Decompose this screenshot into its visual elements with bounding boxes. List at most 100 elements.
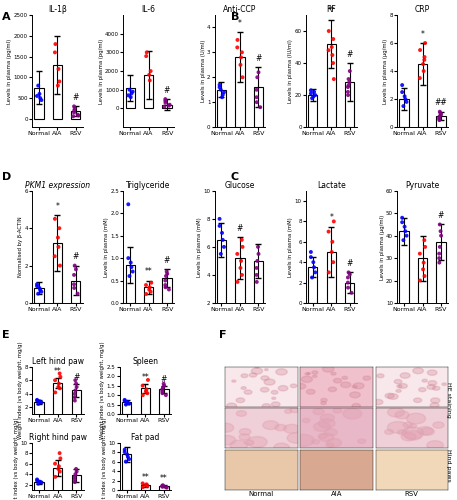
Bar bbox=[217, 240, 226, 331]
Point bbox=[437, 110, 445, 118]
Circle shape bbox=[352, 404, 361, 408]
Circle shape bbox=[398, 430, 407, 434]
Point bbox=[143, 482, 151, 490]
Circle shape bbox=[276, 368, 287, 375]
Bar bbox=[418, 258, 427, 326]
Point bbox=[329, 59, 337, 67]
Point bbox=[125, 254, 132, 262]
Point bbox=[57, 454, 64, 462]
Bar bbox=[308, 95, 317, 127]
Bar bbox=[122, 454, 131, 490]
Point bbox=[328, 248, 335, 256]
Point bbox=[73, 383, 80, 391]
Circle shape bbox=[241, 386, 246, 390]
Point bbox=[33, 476, 41, 484]
Circle shape bbox=[421, 428, 435, 436]
Circle shape bbox=[236, 398, 244, 402]
Circle shape bbox=[433, 422, 444, 428]
Point bbox=[51, 252, 58, 260]
Circle shape bbox=[427, 440, 443, 450]
Circle shape bbox=[327, 438, 341, 447]
Circle shape bbox=[442, 383, 446, 386]
Circle shape bbox=[323, 366, 334, 372]
Circle shape bbox=[251, 368, 263, 374]
Point bbox=[403, 98, 410, 106]
Point bbox=[325, 268, 332, 276]
Point bbox=[73, 380, 80, 388]
Text: #: # bbox=[164, 256, 170, 265]
Point bbox=[56, 370, 63, 378]
Point bbox=[33, 92, 41, 100]
Title: Fat pad: Fat pad bbox=[131, 433, 159, 442]
Point bbox=[165, 102, 173, 110]
Circle shape bbox=[313, 408, 324, 414]
Point bbox=[416, 46, 424, 54]
Bar bbox=[159, 390, 169, 414]
Point bbox=[143, 480, 150, 488]
Circle shape bbox=[319, 433, 334, 442]
Bar bbox=[141, 486, 150, 490]
Bar bbox=[163, 278, 172, 303]
Point bbox=[54, 234, 62, 241]
Circle shape bbox=[318, 434, 327, 438]
Circle shape bbox=[409, 424, 417, 428]
Text: B: B bbox=[231, 12, 239, 22]
Bar bbox=[217, 90, 226, 127]
Point bbox=[36, 478, 43, 486]
Title: Lactate: Lactate bbox=[317, 181, 345, 190]
Circle shape bbox=[395, 411, 409, 419]
Point bbox=[162, 276, 169, 284]
Point bbox=[400, 102, 407, 110]
Circle shape bbox=[350, 392, 360, 398]
Point bbox=[401, 222, 408, 230]
Point bbox=[330, 218, 337, 226]
Point bbox=[146, 76, 154, 84]
Point bbox=[219, 236, 226, 244]
Point bbox=[238, 257, 245, 265]
Bar bbox=[144, 288, 153, 303]
Point bbox=[142, 281, 149, 289]
Point bbox=[55, 65, 62, 73]
Point bbox=[55, 462, 63, 470]
Circle shape bbox=[388, 408, 404, 417]
Point bbox=[163, 268, 170, 276]
Point bbox=[436, 114, 443, 122]
Circle shape bbox=[312, 440, 319, 444]
Circle shape bbox=[373, 400, 383, 404]
Point bbox=[346, 67, 353, 75]
Point bbox=[254, 257, 261, 265]
Point bbox=[238, 48, 245, 56]
Circle shape bbox=[343, 408, 362, 419]
Y-axis label: Levels in plasma (mM): Levels in plasma (mM) bbox=[197, 217, 202, 277]
Text: #: # bbox=[164, 86, 170, 94]
Point bbox=[124, 398, 132, 406]
Circle shape bbox=[388, 394, 398, 400]
Bar bbox=[436, 116, 446, 127]
Point bbox=[234, 36, 241, 44]
Point bbox=[234, 250, 241, 258]
Circle shape bbox=[363, 376, 371, 380]
Point bbox=[239, 74, 246, 82]
Point bbox=[35, 290, 42, 298]
Point bbox=[38, 288, 45, 296]
Circle shape bbox=[427, 384, 436, 390]
Bar bbox=[53, 65, 62, 119]
Point bbox=[162, 272, 170, 280]
Circle shape bbox=[274, 443, 289, 452]
Point bbox=[125, 92, 132, 100]
Text: **: ** bbox=[160, 474, 168, 484]
Title: IL-6: IL-6 bbox=[142, 5, 156, 14]
Point bbox=[253, 93, 260, 101]
Circle shape bbox=[236, 410, 246, 416]
Point bbox=[35, 480, 42, 488]
Point bbox=[147, 288, 154, 296]
Point bbox=[345, 91, 352, 99]
Circle shape bbox=[260, 388, 269, 392]
Point bbox=[162, 95, 169, 103]
Point bbox=[162, 391, 170, 399]
Point bbox=[329, 258, 337, 266]
Circle shape bbox=[328, 387, 336, 392]
Bar bbox=[72, 390, 81, 421]
Point bbox=[123, 450, 131, 458]
Circle shape bbox=[239, 428, 251, 435]
